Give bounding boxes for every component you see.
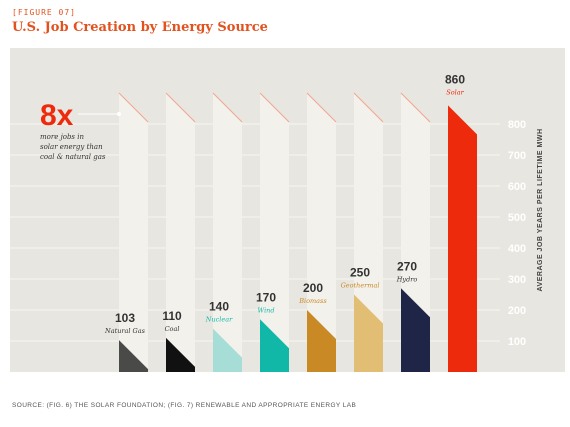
bar	[166, 337, 195, 372]
category-label: Geothermal	[341, 282, 380, 290]
value-label: 270	[397, 259, 417, 273]
chart-title: U.S. Job Creation by Energy Source	[12, 20, 268, 35]
ghost-bar	[213, 93, 242, 372]
y-tick-label: 200	[508, 305, 526, 317]
y-tick-label: 600	[508, 181, 526, 193]
ghost-bar-edge	[212, 92, 243, 123]
value-label: 250	[350, 266, 370, 280]
y-axis-label: AVERAGE JOB YEARS PER LIFETIME MWH	[537, 129, 544, 292]
bar	[119, 340, 148, 372]
source-note: SOURCE: (FIG. 6) THE SOLAR FOUNDATION; (…	[12, 402, 357, 409]
bar	[213, 328, 242, 372]
callout-line-2: solar energy than	[40, 143, 103, 151]
ghost-bar-edge	[118, 92, 149, 123]
y-tick-label: 300	[508, 274, 526, 286]
ghost-bar-edge	[306, 92, 337, 123]
ghost-bar-edge	[259, 92, 290, 123]
value-label: 860	[445, 72, 465, 86]
category-label: Wind	[258, 306, 275, 314]
callout-dot	[117, 112, 121, 116]
bars	[119, 105, 477, 373]
category-label: Biomass	[298, 297, 327, 305]
ghost-bar	[166, 93, 195, 372]
ghost-bar	[119, 93, 148, 372]
y-tick-label: 400	[508, 243, 526, 255]
category-label: Hydro	[396, 275, 418, 283]
category-label: Natural Gas	[104, 327, 146, 335]
ghost-bar	[307, 93, 336, 372]
y-axis: 100 200 300 400 500 600 700 800 AVERAGE JOB YEAR…	[508, 119, 544, 348]
ghost-bar-edge	[165, 92, 196, 123]
ghost-bar	[260, 93, 289, 372]
category-label: Solar	[446, 88, 464, 96]
bar	[448, 105, 477, 373]
ghost-bar-edge	[353, 92, 384, 123]
ghost-bar-edge	[400, 92, 431, 123]
callout-big: 8x	[40, 99, 74, 132]
y-tick-label: 800	[508, 119, 526, 131]
category-label: Coal	[165, 325, 180, 333]
figure-label: [FIGURE 07]	[12, 8, 76, 17]
y-tick-label: 500	[508, 212, 526, 224]
bar	[354, 294, 383, 372]
value-label: 140	[209, 300, 229, 314]
callout-line-3: coal & natural gas	[40, 153, 106, 161]
value-label: 170	[256, 290, 276, 304]
callout-line-1: more jobs in	[40, 133, 84, 141]
bar	[401, 288, 430, 372]
category-label: Nuclear	[205, 316, 233, 324]
value-label: 103	[115, 311, 135, 325]
value-label: 200	[303, 281, 323, 295]
y-tick-label: 700	[508, 150, 526, 162]
labels: 103 Natural Gas 110 Coal 140 Nuclear 170 Wind 20…	[104, 72, 465, 335]
value-label: 110	[162, 309, 182, 323]
y-tick-label: 100	[508, 336, 526, 348]
bar	[307, 310, 336, 372]
bar	[260, 319, 289, 372]
